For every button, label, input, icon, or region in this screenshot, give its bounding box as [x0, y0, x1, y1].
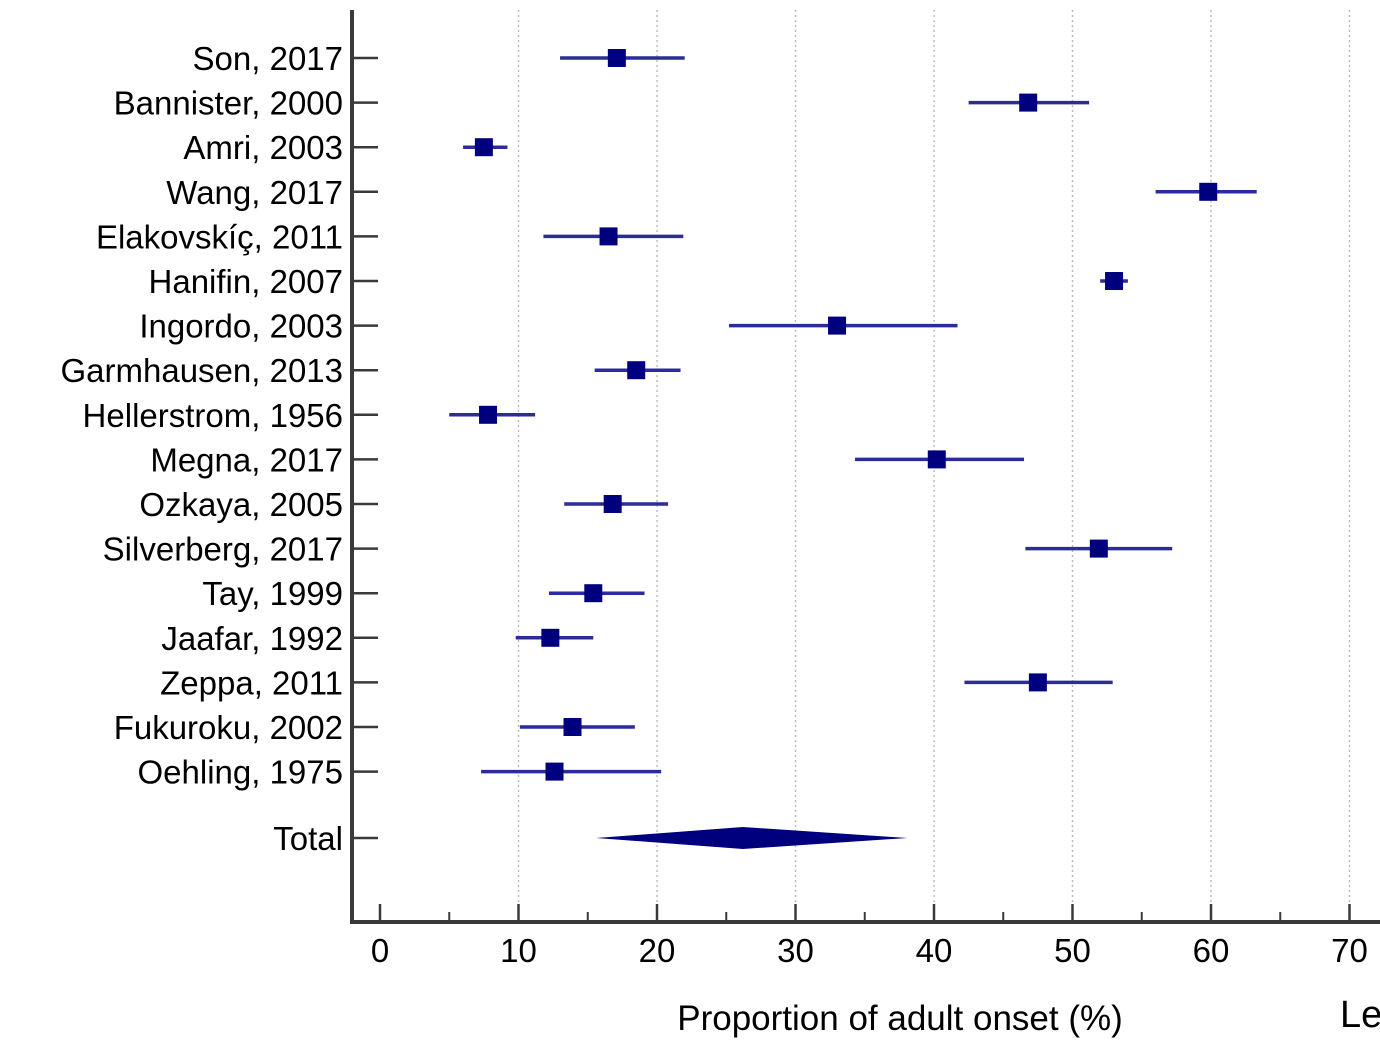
- point-estimate: [1199, 182, 1218, 201]
- study-label: Tay, 1999: [202, 575, 343, 612]
- x-axis-title: Proportion of adult onset (%): [677, 999, 1123, 1038]
- x-tick-label-10: 10: [500, 932, 537, 969]
- study-label: Garmhausen, 2013: [60, 352, 343, 389]
- point-estimate: [541, 628, 560, 647]
- x-ticks: 0 10 20 30 40 50 60 70: [371, 904, 1368, 969]
- x-tick-label-60: 60: [1193, 932, 1230, 969]
- point-estimate: [1019, 93, 1038, 112]
- x-tick-label-70: 70: [1331, 932, 1368, 969]
- study-estimates: [449, 49, 1257, 849]
- gridlines: [517, 10, 1351, 922]
- x-tick-label-40: 40: [916, 932, 953, 969]
- study-label: Hellerstrom, 1956: [83, 397, 343, 434]
- study-label: Wang, 2017: [166, 174, 343, 211]
- point-estimate: [1105, 272, 1124, 290]
- study-label: Megna, 2017: [150, 441, 343, 478]
- point-estimate: [603, 495, 622, 513]
- study-label: Oehling, 1975: [138, 754, 344, 791]
- x-tick-label-50: 50: [1054, 932, 1091, 969]
- point-estimate: [474, 138, 493, 157]
- study-label: Son, 2017: [193, 40, 343, 77]
- x-tick-label-30: 30: [777, 932, 814, 969]
- point-estimate: [545, 762, 564, 781]
- study-label: Elakovskíç, 2011: [96, 218, 343, 255]
- study-label: Silverberg, 2017: [103, 531, 343, 568]
- x-tick-label-20: 20: [639, 932, 676, 969]
- study-label: Jaafar, 1992: [161, 620, 343, 657]
- study-label: Amri, 2003: [183, 129, 343, 166]
- point-estimate: [1028, 673, 1047, 692]
- study-label: Fukuroku, 2002: [114, 709, 343, 746]
- study-label: Bannister, 2000: [114, 85, 343, 122]
- point-estimate: [927, 450, 946, 469]
- study-label: Ozkaya, 2005: [139, 486, 343, 523]
- point-estimate: [828, 316, 847, 335]
- study-label: Zeppa, 2011: [160, 664, 343, 701]
- study-labels: Son, 2017 Bannister, 2000 Amri, 2003 Wang, …: [60, 40, 378, 857]
- cropped-corner-text: Le: [1340, 994, 1380, 1036]
- x-tick-label-0: 0: [371, 932, 389, 969]
- point-estimate: [479, 405, 498, 424]
- point-estimate: [563, 718, 582, 736]
- point-estimate: [599, 227, 618, 246]
- study-label: Hanifin, 2007: [149, 263, 343, 300]
- point-estimate: [584, 584, 603, 603]
- point-estimate: [1089, 539, 1108, 558]
- pooled-estimate-diamond: [596, 827, 908, 849]
- study-label: Ingordo, 2003: [139, 308, 343, 345]
- point-estimate: [607, 49, 626, 67]
- point-estimate: [627, 361, 646, 380]
- total-label: Total: [273, 820, 343, 857]
